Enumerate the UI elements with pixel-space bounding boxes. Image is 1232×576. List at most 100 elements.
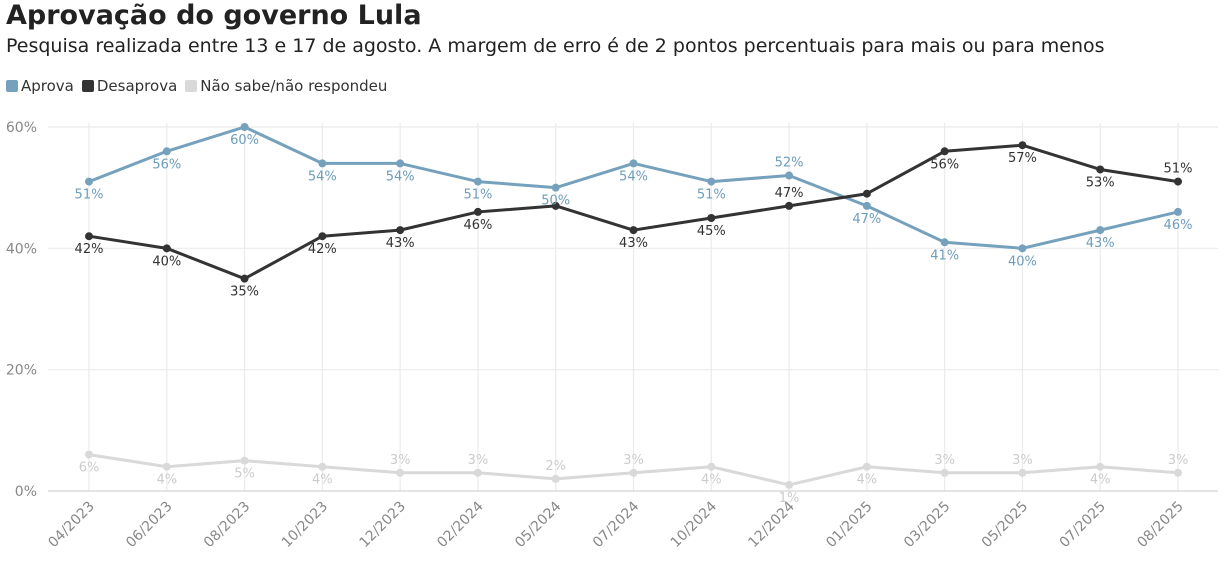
y-tick-label: 60%	[6, 120, 37, 136]
x-tick-label: 12/2024	[745, 498, 798, 551]
data-label: 3%	[623, 453, 644, 468]
legend-item-aprova[interactable]: Aprova	[6, 77, 74, 95]
data-point	[473, 207, 482, 216]
data-label: 51%	[75, 188, 104, 203]
data-point	[785, 201, 794, 210]
data-label: 51%	[697, 188, 726, 203]
data-label: 46%	[1164, 218, 1193, 233]
data-point	[162, 462, 171, 471]
x-tick-label: 07/2024	[590, 498, 643, 551]
data-point	[1018, 141, 1027, 150]
chart-subtitle: Pesquisa realizada entre 13 e 17 de agos…	[6, 35, 1105, 57]
data-point	[1174, 177, 1182, 186]
data-label: 40%	[1008, 254, 1037, 269]
data-label: 52%	[775, 156, 804, 171]
data-point	[396, 468, 405, 477]
chart-legend: Aprova Desaprova Não sabe/não respondeu	[6, 77, 395, 95]
data-point	[785, 480, 794, 489]
data-label: 6%	[79, 461, 100, 476]
x-tick-label: 02/2024	[434, 498, 487, 551]
data-label: 3%	[468, 453, 489, 468]
data-label: 3%	[390, 453, 411, 468]
data-point	[629, 468, 638, 477]
data-point	[318, 159, 327, 168]
data-label: 42%	[308, 242, 337, 257]
data-point	[785, 171, 794, 180]
data-point	[1096, 462, 1105, 471]
data-point	[1174, 207, 1182, 216]
data-label: 4%	[156, 473, 177, 488]
x-tick-label: 03/2025	[901, 499, 953, 551]
data-label: 54%	[619, 169, 648, 184]
data-label: 43%	[386, 236, 415, 251]
data-point	[473, 177, 482, 186]
data-point	[862, 189, 871, 198]
legend-item-nao-sabe[interactable]: Não sabe/não respondeu	[185, 77, 387, 95]
data-point	[707, 177, 716, 186]
x-tick-label: 04/2023	[45, 499, 97, 551]
x-tick-label: 12/2023	[357, 499, 409, 551]
data-point	[551, 201, 560, 210]
x-tick-label: 06/2023	[123, 499, 175, 551]
legend-swatch-nao-sabe	[185, 80, 198, 92]
legend-label-aprova: Aprova	[21, 77, 74, 95]
data-label: 42%	[75, 242, 104, 257]
x-tick-label: 08/2025	[1134, 499, 1186, 551]
data-point	[707, 214, 716, 222]
data-label: 4%	[701, 473, 722, 488]
data-label: 45%	[697, 224, 726, 239]
data-point	[862, 201, 871, 210]
data-label: 41%	[930, 248, 959, 263]
y-tick-label: 0%	[15, 484, 37, 500]
data-point	[318, 232, 327, 241]
data-label: 54%	[386, 169, 415, 184]
y-tick-label: 20%	[6, 363, 37, 379]
x-tick-label: 05/2024	[512, 498, 565, 551]
data-point	[396, 226, 405, 235]
data-point	[473, 468, 482, 477]
data-point	[1174, 468, 1182, 477]
data-label: 1%	[779, 491, 800, 506]
data-label: 43%	[619, 236, 648, 251]
legend-item-desaprova[interactable]: Desaprova	[81, 77, 177, 95]
data-point	[318, 462, 327, 471]
data-point	[240, 456, 249, 465]
data-point	[85, 232, 93, 241]
data-label: 54%	[308, 169, 337, 184]
x-tick-label: 08/2023	[201, 499, 253, 551]
data-label: 35%	[230, 285, 259, 300]
data-point	[940, 468, 949, 477]
x-tick-label: 10/2024	[668, 498, 721, 551]
data-label: 4%	[1090, 473, 1111, 488]
data-point	[396, 159, 405, 168]
data-label: 46%	[463, 218, 492, 233]
data-label: 56%	[152, 157, 181, 172]
data-label: 60%	[230, 133, 259, 148]
data-point	[862, 462, 871, 471]
x-tick-label: 10/2023	[279, 499, 331, 551]
data-label: 3%	[1012, 453, 1033, 468]
data-label: 2%	[545, 459, 566, 474]
data-label: 4%	[857, 473, 878, 488]
data-label: 47%	[852, 212, 881, 227]
data-point	[629, 159, 638, 168]
x-tick-label: 05/2025	[979, 499, 1031, 551]
data-label: 51%	[463, 188, 492, 203]
data-point	[551, 474, 560, 483]
data-label: 57%	[1008, 151, 1037, 166]
legend-swatch-aprova	[6, 80, 18, 92]
data-point	[1018, 244, 1027, 253]
data-point	[162, 244, 171, 253]
data-point	[85, 450, 93, 459]
data-label: 51%	[1164, 162, 1193, 177]
data-point	[1018, 468, 1027, 477]
data-label: 47%	[775, 186, 804, 201]
data-point	[240, 274, 249, 283]
data-label: 4%	[312, 473, 333, 488]
legend-swatch-desaprova	[81, 80, 94, 92]
data-point	[629, 226, 638, 235]
data-point	[162, 147, 171, 156]
data-point	[240, 123, 249, 131]
x-tick-label: 07/2025	[1057, 499, 1109, 551]
